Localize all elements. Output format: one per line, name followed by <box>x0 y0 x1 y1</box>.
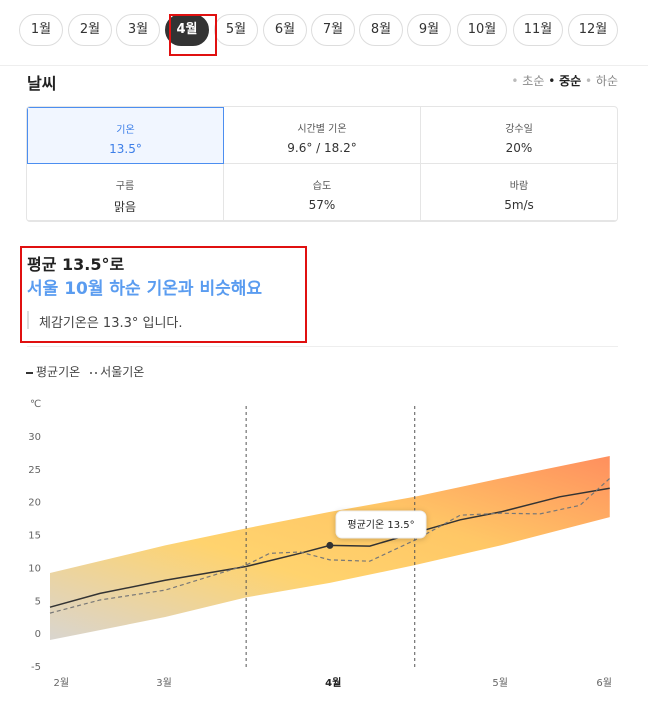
month-tab[interactable]: 10월 <box>457 14 507 46</box>
feels-like: 체감기온은 13.3° 입니다. <box>39 316 183 331</box>
cell-value: 57% <box>308 198 336 212</box>
period-option[interactable]: 중순 <box>559 74 582 88</box>
highlight-box <box>169 14 217 56</box>
cell-label: 시간별 기온 <box>297 124 347 135</box>
x-tick-label: 5월 <box>492 677 508 689</box>
x-tick-label: 6월 <box>596 677 612 689</box>
legend-label: 평균기온 <box>36 365 81 379</box>
cell-value: 20% <box>505 141 533 155</box>
x-tick-label: 4월 <box>325 677 341 689</box>
period-toggle: • 초순 • 중순 • 하순 <box>511 72 618 89</box>
divider <box>0 65 648 66</box>
month-tab[interactable]: 3월 <box>116 14 160 46</box>
cell-label: 기온 <box>116 125 135 136</box>
series-line <box>49 487 610 608</box>
y-tick-label: 20 <box>28 498 41 509</box>
month-tab[interactable]: 9월 <box>407 14 451 46</box>
month-tab[interactable]: 12월 <box>568 14 618 46</box>
cell-label: 구름 <box>115 181 135 192</box>
month-tab[interactable]: 2월 <box>68 14 112 46</box>
highlight-point <box>326 541 334 549</box>
month-tab[interactable]: 7월 <box>311 14 355 46</box>
bullet: • <box>581 74 596 88</box>
y-unit: ℃ <box>30 399 41 410</box>
x-tick-label: 3월 <box>156 677 172 689</box>
cell-label: 강수일 <box>505 124 533 135</box>
cell-label: 습도 <box>312 181 332 192</box>
divider <box>27 346 618 347</box>
y-tick-label: 0 <box>35 629 41 640</box>
period-option[interactable]: 초순 <box>522 74 545 88</box>
series-line <box>49 477 611 614</box>
cell-value: 9.6° / 18.2° <box>287 141 357 155</box>
tooltip: 평균기온 13.5° <box>335 510 427 539</box>
x-tick-label: 2월 <box>53 677 69 689</box>
month-tab[interactable]: 4월 <box>165 14 209 46</box>
weather-cell: 습도 57% <box>224 164 421 221</box>
highlight-box <box>20 246 307 343</box>
legend-marker <box>26 371 33 374</box>
tooltip-text: 평균기온 13.5° <box>347 519 414 531</box>
y-tick-label: 10 <box>28 563 41 574</box>
y-tick-label: 30 <box>28 432 41 443</box>
cell-value: 5m/s <box>504 198 534 212</box>
section-title: 날씨 <box>27 74 57 93</box>
legend: 평균기온 서울기온 <box>26 363 144 380</box>
weather-cell: 강수일 20% <box>421 107 617 164</box>
legend-marker <box>90 371 98 374</box>
chart: ℃ -5 0 5 10 15 20 25 30 2월 3월 4월 5월 6월 평균기온 13.5° <box>28 399 612 689</box>
cell-value: 맑음 <box>113 200 137 214</box>
tooltip-box <box>335 510 427 539</box>
month-tab[interactable]: 11월 <box>513 14 563 46</box>
weather-cell: 기온 13.5° <box>27 107 224 164</box>
month-tab[interactable]: 6월 <box>263 14 307 46</box>
cell-value: 13.5° <box>109 142 142 156</box>
cell-label: 바람 <box>509 181 529 192</box>
month-tab[interactable]: 1월 <box>19 14 63 46</box>
quote-bar <box>27 311 29 329</box>
bullet: • <box>511 74 523 88</box>
bullet: • <box>544 74 560 88</box>
month-tab[interactable]: 5월 <box>214 14 258 46</box>
month-tab[interactable]: 8월 <box>359 14 403 46</box>
y-tick-label: 5 <box>35 596 41 607</box>
y-tick-label: 25 <box>28 465 41 476</box>
legend-label: 서울기온 <box>100 365 145 379</box>
headline: 평균 13.5°로 <box>27 255 125 274</box>
weather-cell: 시간별 기온 9.6° / 18.2° <box>224 107 421 164</box>
period-option[interactable]: 하순 <box>595 74 618 88</box>
y-tick-label: 15 <box>28 531 41 542</box>
y-tick-label: -5 <box>31 662 41 673</box>
weather-cell: 바람 5m/s <box>421 164 617 221</box>
comparison: 서울 10월 하순 기온과 비슷해요 <box>27 279 263 299</box>
